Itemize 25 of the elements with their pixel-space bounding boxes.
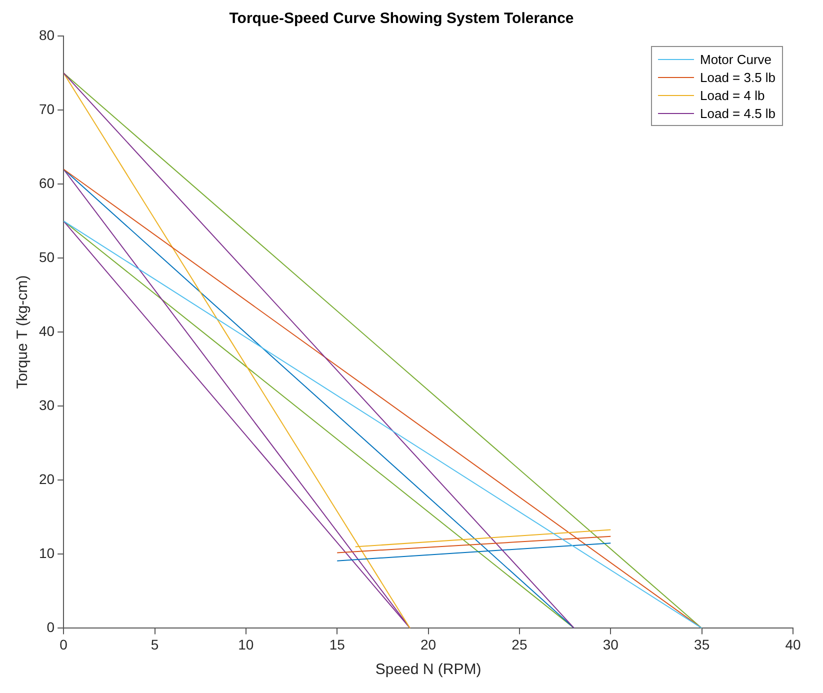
x-tick-label: 0 <box>60 636 68 652</box>
x-tick-label: 5 <box>150 636 159 652</box>
x-tick-label: 15 <box>329 636 346 652</box>
y-tick-label: 60 <box>38 174 55 191</box>
y-tick-label: 80 <box>38 26 55 43</box>
x-tick-label: 40 <box>785 636 801 652</box>
legend-label: Motor Curve <box>700 52 772 66</box>
x-tick-label: 20 <box>420 636 436 652</box>
x-tick-label: 10 <box>238 636 254 652</box>
y-tick-label: 70 <box>38 100 55 117</box>
x-tick-label: 25 <box>512 636 528 652</box>
y-tick-label: 40 <box>38 322 55 339</box>
y-tick-label: 50 <box>38 248 55 265</box>
y-tick-label: 20 <box>38 471 55 488</box>
legend-label: Load = 4 lb <box>700 88 765 102</box>
x-tick-label: 35 <box>694 636 710 652</box>
chart-title: Torque-Speed Curve Showing System Tolerance <box>229 10 574 28</box>
y-tick-label: 10 <box>38 545 55 562</box>
x-axis-title: Speed N (RPM) <box>375 661 482 678</box>
legend-label: Load = 4.5 lb <box>700 106 776 120</box>
y-axis-title: Torque T (kg-cm) <box>14 275 32 389</box>
x-tick-label: 30 <box>602 636 619 652</box>
y-tick-label: 0 <box>46 619 55 636</box>
legend-label: Load = 3.5 lb <box>700 70 776 84</box>
y-tick-label: 30 <box>38 396 55 413</box>
